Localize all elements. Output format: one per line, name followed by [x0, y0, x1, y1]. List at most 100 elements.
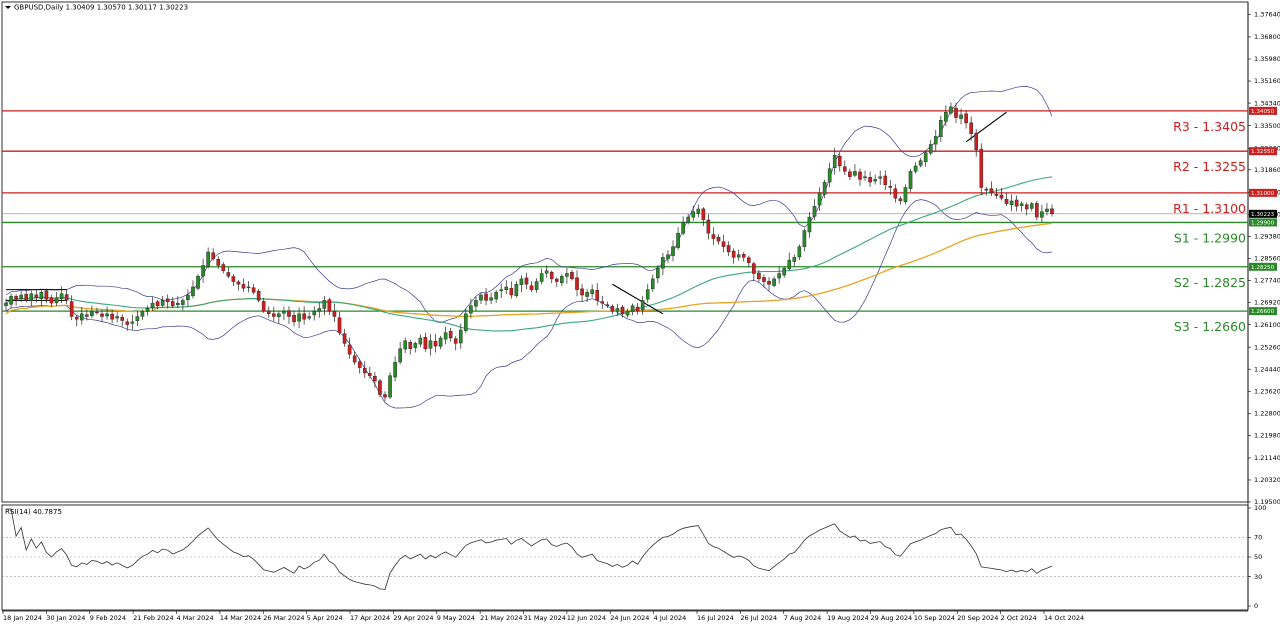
candle-body — [368, 373, 372, 376]
candle-body — [1009, 200, 1014, 206]
candle-body — [812, 206, 817, 217]
candle-body — [155, 301, 160, 306]
candle-body — [1035, 203, 1039, 218]
candle-body — [984, 188, 989, 191]
candle-body — [1004, 198, 1009, 204]
time-tick-label: 26 Mar 2024 — [263, 614, 304, 622]
candle-body — [165, 298, 170, 302]
candle-body — [681, 222, 685, 234]
level-label-s1: S1 - 1.2990 — [1174, 230, 1246, 245]
candle-body — [489, 297, 493, 301]
candle-body — [393, 362, 397, 378]
candle-body — [34, 294, 39, 298]
level-tag-text: 1.31000 — [1251, 191, 1275, 197]
candle-body — [676, 232, 680, 248]
price-tick-label: 1.37640 — [1254, 11, 1280, 19]
level-label-s3: S3 - 1.2660 — [1174, 319, 1246, 334]
candle-body — [777, 273, 781, 279]
time-tick-label: 19 Aug 2024 — [827, 614, 869, 622]
candle-body — [509, 288, 514, 296]
candle-body — [757, 272, 761, 280]
candle-body — [125, 321, 130, 325]
candle-body — [378, 380, 382, 395]
candle-body — [221, 264, 226, 272]
candle-body — [853, 171, 857, 176]
candle-body — [590, 289, 594, 294]
candle-body — [261, 301, 266, 312]
price-tick-label: 1.31860 — [1254, 166, 1280, 174]
time-tick-label: 2 Oct 2024 — [1001, 614, 1037, 622]
rsi-tick-label: 100 — [1254, 504, 1266, 512]
price-tick-label: 1.22800 — [1254, 409, 1280, 417]
level-label-r3: R3 - 1.3405 — [1173, 119, 1246, 134]
candle-body — [549, 271, 554, 280]
candle-body — [893, 188, 898, 199]
level-tag-text: 1.28250 — [1251, 265, 1275, 271]
candle-body — [105, 313, 109, 317]
candle-body — [231, 276, 236, 282]
main-panel-frame — [1, 1, 1249, 503]
price-tick-label: 1.34340 — [1254, 99, 1280, 107]
level-tag-s1 — [1249, 218, 1277, 227]
candle-body — [620, 306, 625, 315]
candle-body — [186, 294, 190, 300]
trendline — [965, 111, 1007, 143]
candle-body — [575, 277, 579, 290]
candle-body — [625, 310, 630, 316]
rsi-panel-frame — [1, 504, 1249, 611]
candle-body — [216, 258, 221, 266]
price-tick-label: 1.35980 — [1254, 55, 1280, 63]
candle-body — [514, 284, 519, 297]
candle-body — [438, 337, 443, 347]
candle-body — [474, 300, 478, 307]
candle-body — [949, 106, 953, 114]
candle-body — [352, 355, 357, 363]
candle-body — [595, 290, 600, 301]
candle-body — [762, 277, 766, 282]
candle-body — [939, 120, 943, 137]
price-tick-label: 1.28560 — [1254, 255, 1280, 263]
level-tag-text: 1.34050 — [1251, 109, 1275, 115]
candlesticks — [4, 102, 1054, 402]
candle-body — [792, 257, 797, 262]
candle-body — [787, 259, 792, 269]
candle-body — [832, 155, 837, 168]
support-resistance-levels: R3 - 1.3405 R2 - 1.3255 R1 - 1.3100 S1 - 1.… — [2, 110, 1248, 334]
candle-body — [196, 275, 200, 289]
candle-body — [337, 317, 342, 333]
candle-body — [605, 304, 610, 306]
candle-body — [691, 211, 696, 218]
candle-body — [317, 308, 322, 312]
candle-body — [69, 301, 74, 317]
price-tick-label: 1.27740 — [1254, 277, 1280, 285]
trendline — [612, 283, 664, 315]
current-price-tag-text: 1.30223 — [1251, 212, 1275, 218]
candle-body — [954, 107, 958, 118]
candle-body — [347, 344, 352, 355]
time-tick-label: 26 Jul 2024 — [740, 614, 777, 622]
collapse-triangle-icon[interactable] — [5, 6, 11, 9]
candle-body — [721, 241, 726, 247]
candle-body — [428, 340, 433, 349]
candle-body — [150, 302, 155, 309]
candle-body — [54, 297, 59, 304]
moving-averages — [5, 176, 1053, 332]
candle-body — [327, 299, 332, 312]
candle-body — [423, 337, 428, 349]
candle-body — [287, 310, 291, 317]
candle-body — [645, 289, 650, 300]
time-tick-label: 29 Aug 2024 — [871, 614, 913, 622]
price-tick-label: 1.21140 — [1254, 454, 1280, 462]
candle-body — [1024, 204, 1029, 210]
candle-body — [4, 302, 8, 306]
candle-body — [211, 252, 215, 259]
candle-body — [1045, 208, 1049, 212]
candle-body — [494, 292, 498, 300]
rsi-title: RSI(14) 40.7875 — [5, 508, 62, 516]
ma-fast-line — [5, 176, 1053, 332]
candle-body — [706, 219, 711, 234]
level-label-s2: S2 - 1.2825 — [1174, 275, 1246, 290]
candle-body — [554, 278, 559, 282]
bollinger-lower — [5, 199, 1053, 409]
